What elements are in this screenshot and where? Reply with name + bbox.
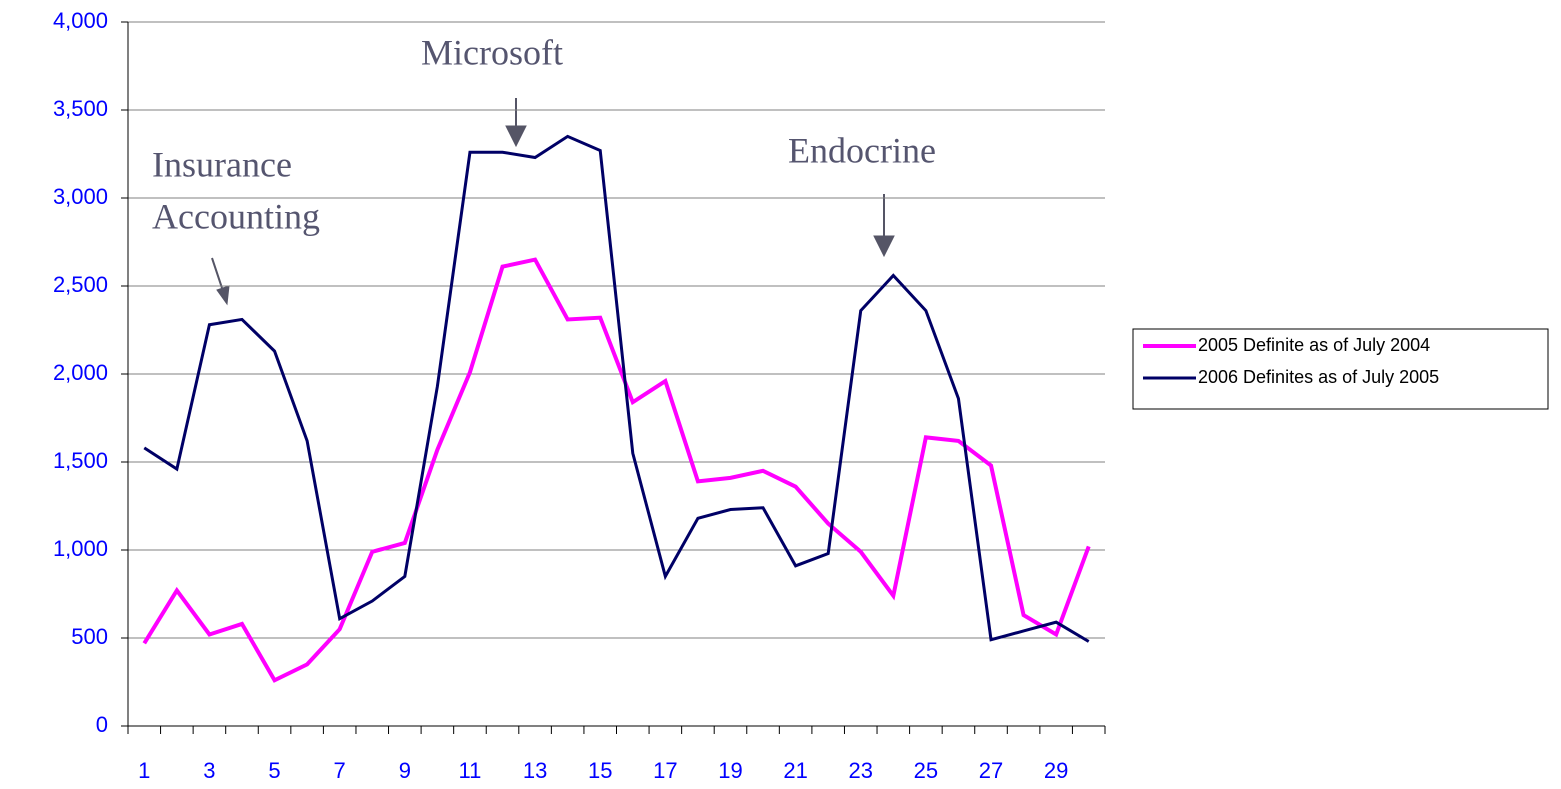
y-tick-label: 500 <box>71 624 108 649</box>
x-tick-label: 23 <box>849 758 873 783</box>
y-tick-label: 1,000 <box>53 536 108 561</box>
annotation: Accounting <box>152 196 320 236</box>
x-tick-label: 9 <box>399 758 411 783</box>
y-tick-label: 0 <box>96 712 108 737</box>
y-tick-label: 4,000 <box>53 8 108 33</box>
legend-box <box>1132 328 1549 410</box>
y-tick-label: 1,500 <box>53 448 108 473</box>
x-tick-label: 25 <box>914 758 938 783</box>
x-tick-label: 21 <box>783 758 807 783</box>
legend-label: 2005 Definite as of July 2004 <box>1198 335 1430 355</box>
x-tick-label: 3 <box>203 758 215 783</box>
arrow-head <box>873 235 895 258</box>
x-tick-label: 17 <box>653 758 677 783</box>
x-tick-label: 5 <box>268 758 280 783</box>
x-tick-label: 15 <box>588 758 612 783</box>
y-tick-label: 3,500 <box>53 96 108 121</box>
y-tick-label: 2,000 <box>53 360 108 385</box>
arrow-head <box>505 125 527 148</box>
annotation-arrows <box>211 98 895 306</box>
x-tick-label: 29 <box>1044 758 1068 783</box>
arrow-head <box>216 285 230 306</box>
y-tick-label: 2,500 <box>53 272 108 297</box>
annotation: Microsoft <box>421 32 563 72</box>
x-tick-label: 11 <box>459 758 482 783</box>
series-line <box>142 257 1091 683</box>
y-tick-label: 3,000 <box>53 184 108 209</box>
x-tick-label: 27 <box>979 758 1003 783</box>
legend-label: 2006 Definites as of July 2005 <box>1198 367 1439 387</box>
x-tick-label: 1 <box>138 758 150 783</box>
annotation: Endocrine <box>788 130 936 170</box>
arrow <box>211 257 223 289</box>
x-tick-label: 19 <box>718 758 742 783</box>
x-tick-label: 7 <box>334 758 346 783</box>
annotation: Insurance <box>152 144 292 184</box>
series-line <box>143 134 1090 643</box>
x-tick-label: 13 <box>523 758 547 783</box>
